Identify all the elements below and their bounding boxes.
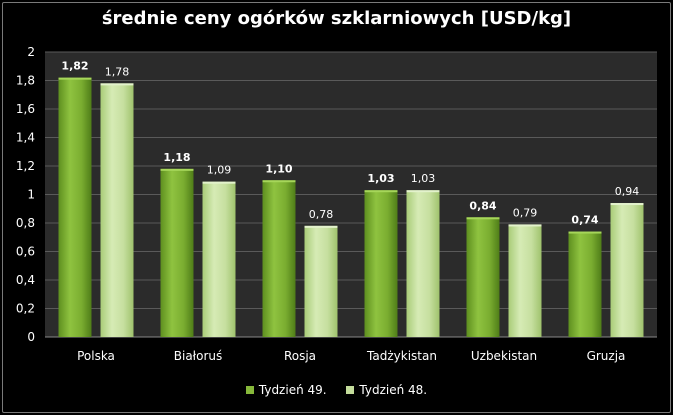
x-tick-label: Gruzja — [587, 349, 626, 363]
data-label: 1,03 — [411, 172, 436, 185]
legend-swatch-series-2 — [346, 386, 355, 394]
data-label: 0,78 — [309, 208, 334, 221]
bar-tydzien-48-1 — [202, 181, 236, 337]
data-label: 0,94 — [615, 185, 640, 198]
data-label: 0,79 — [513, 206, 538, 219]
bar-tydzien-48-3 — [406, 190, 440, 337]
bar-tydzien-48-0 — [100, 83, 134, 337]
y-tick-label: 1,8 — [16, 74, 35, 88]
bar-cap — [100, 83, 134, 86]
y-tick-label: 1,4 — [16, 131, 35, 145]
data-label: 1,09 — [207, 164, 232, 177]
y-tick-label: 1,2 — [16, 159, 35, 173]
bar-cap — [568, 231, 602, 234]
legend: Tydzień 49. Tydzień 48. — [0, 383, 673, 397]
data-label: 0,74 — [571, 214, 598, 227]
legend-item-series-1: Tydzień 49. — [245, 383, 327, 397]
bar-tydzien-49-2 — [262, 180, 296, 337]
bar-cap — [58, 77, 92, 80]
y-tick-label: 0,8 — [16, 216, 35, 230]
bar-cap — [508, 224, 542, 227]
bar-cap — [610, 203, 644, 206]
data-label: 1,82 — [61, 60, 88, 73]
y-tick-label: 0,2 — [16, 302, 35, 316]
bar-cap — [406, 190, 440, 193]
legend-swatch-series-1 — [245, 386, 254, 394]
bar-tydzien-49-5 — [568, 231, 602, 337]
x-tick-label: Rosja — [284, 349, 316, 363]
y-tick-label: 1 — [27, 188, 35, 202]
data-label: 0,84 — [469, 199, 496, 212]
x-tick-label: Białoruś — [174, 349, 222, 363]
legend-item-series-2: Tydzień 48. — [346, 383, 427, 397]
bar-cap — [364, 190, 398, 193]
bar-tydzien-49-1 — [160, 168, 194, 337]
bar-tydzien-49-3 — [364, 190, 398, 337]
data-label: 1,78 — [105, 65, 130, 78]
bar-cap — [160, 168, 194, 171]
y-tick-label: 0,6 — [16, 245, 35, 259]
legend-label-series-1: Tydzień 49. — [258, 383, 327, 397]
bar-cap — [202, 181, 236, 184]
y-tick-label: 1,6 — [16, 102, 35, 116]
x-tick-label: Uzbekistan — [471, 349, 537, 363]
x-tick-label: Tadżykistan — [366, 349, 437, 363]
data-label: 1,03 — [367, 172, 394, 185]
bar-tydzien-49-0 — [58, 77, 92, 338]
data-label: 1,10 — [265, 162, 292, 175]
data-label: 1,18 — [163, 151, 190, 164]
x-tick-label: Polska — [77, 349, 115, 363]
chart-title: średnie ceny ogórków szklarniowych [USD/… — [101, 8, 572, 29]
bar-cap — [304, 225, 338, 228]
bar-tydzien-48-2 — [304, 225, 338, 337]
bar-cap — [262, 180, 296, 183]
bar-tydzien-49-4 — [466, 217, 500, 337]
bar-tydzien-48-5 — [610, 203, 644, 337]
y-tick-label: 0,4 — [16, 273, 35, 287]
y-tick-label: 2 — [27, 45, 35, 59]
bar-tydzien-48-4 — [508, 224, 542, 337]
legend-label-series-2: Tydzień 48. — [359, 383, 428, 397]
bar-cap — [466, 217, 500, 220]
y-tick-label: 0 — [27, 330, 35, 344]
